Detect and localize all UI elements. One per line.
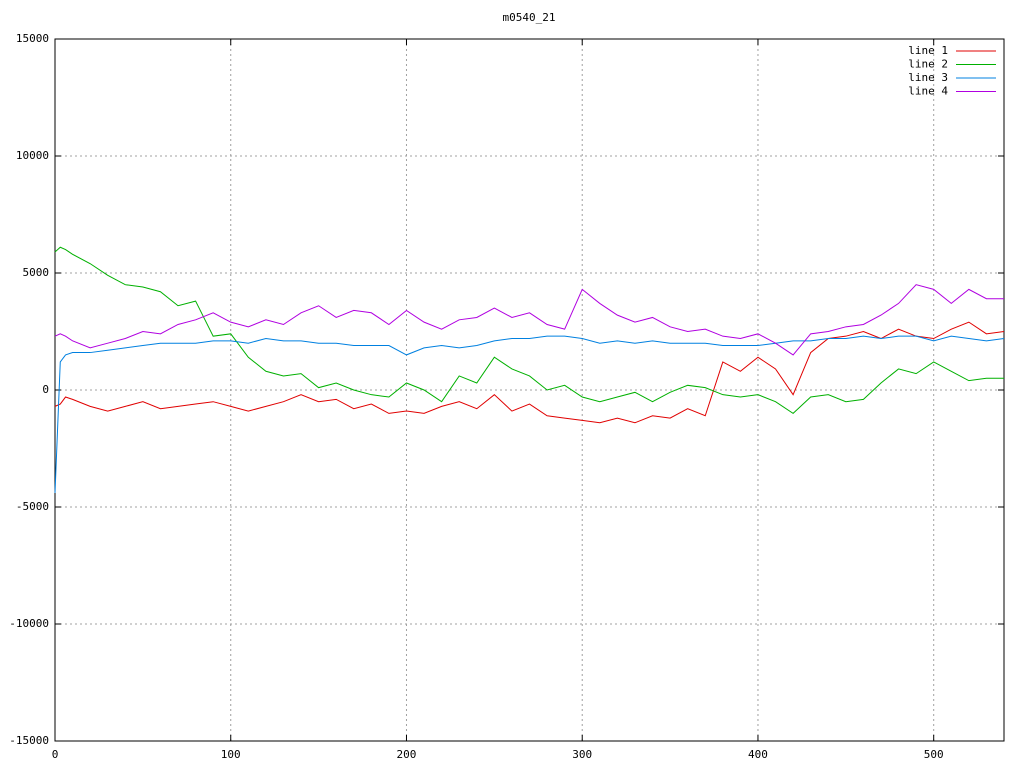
x-tick-label: 0 [52, 748, 59, 761]
x-tick-label: 500 [924, 748, 944, 761]
y-tick-label: -10000 [9, 617, 49, 630]
x-tick-label: 300 [572, 748, 592, 761]
y-tick-label: 10000 [16, 149, 49, 162]
y-tick-label: -15000 [9, 734, 49, 747]
x-tick-label: 200 [397, 748, 417, 761]
legend-label: line 3 [908, 71, 948, 84]
data-line [54, 284, 1004, 356]
data-line [54, 321, 1005, 424]
legend-label: line 4 [908, 85, 948, 98]
data-line [54, 335, 1005, 493]
legend-label: line 2 [908, 58, 948, 71]
plot-border [54, 38, 1005, 742]
legend-label: line 1 [908, 44, 948, 57]
y-tick-label: 5000 [23, 266, 50, 279]
x-tick-label: 100 [221, 748, 241, 761]
y-tick-label: 15000 [16, 32, 49, 45]
x-tick-label: 400 [748, 748, 768, 761]
data-line [54, 246, 1004, 415]
y-tick-label: -5000 [16, 500, 49, 513]
chart-title: m0540_21 [503, 11, 556, 24]
y-tick-label: 0 [42, 383, 49, 396]
